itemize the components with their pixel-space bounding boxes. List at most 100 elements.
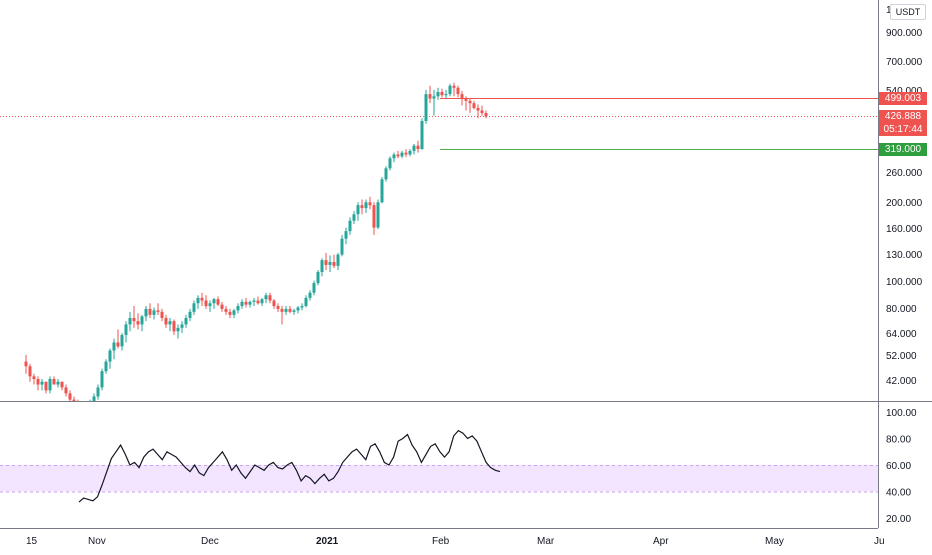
- candle-body: [196, 297, 200, 304]
- price-tick-label: 130.000: [886, 250, 923, 261]
- candle-body: [92, 396, 96, 401]
- time-tick-label: Feb: [432, 536, 450, 547]
- candle-body: [44, 381, 48, 391]
- candle-body: [236, 306, 240, 311]
- price-tick-label: 260.000: [886, 168, 923, 179]
- price-tick-label: 700.000: [886, 57, 923, 68]
- candle-body: [260, 299, 264, 304]
- candle-body: [208, 303, 212, 307]
- candle-body: [276, 306, 280, 309]
- candle-body: [432, 96, 436, 99]
- rsi-tick-label: 100.00: [886, 408, 917, 419]
- candle-body: [212, 299, 216, 304]
- candle-body: [40, 381, 44, 385]
- candle-body: [448, 85, 452, 95]
- candle-body: [268, 295, 272, 301]
- time-ticks: 15 Nov Dec 2021 Feb Mar Apr May Ju: [26, 536, 885, 547]
- candle-body: [172, 321, 176, 332]
- price-tick-label: 160.000: [886, 224, 923, 235]
- candle-body: [292, 310, 296, 312]
- candle-body: [200, 297, 204, 301]
- candle-body: [312, 283, 316, 293]
- candle-body: [288, 308, 292, 312]
- time-tick-label: May: [765, 536, 784, 547]
- candle-body: [456, 87, 460, 95]
- candle-body: [248, 301, 252, 305]
- candle-body: [336, 254, 340, 266]
- price-pane[interactable]: [0, 82, 878, 414]
- resistance-price-label[interactable]: 499.003: [879, 92, 927, 105]
- candle-body: [468, 100, 472, 104]
- price-tick-label: 80.000: [886, 304, 917, 315]
- candle-body: [332, 262, 336, 266]
- candle-body: [368, 202, 372, 206]
- time-axis[interactable]: 15 Nov Dec 2021 Feb Mar Apr May Ju: [0, 528, 885, 548]
- candle-body: [232, 310, 236, 315]
- candle-body: [436, 91, 440, 97]
- candle-body: [424, 94, 428, 122]
- candle-body: [408, 150, 412, 155]
- time-tick-label: Dec: [201, 536, 219, 547]
- candle-body: [252, 300, 256, 302]
- candle-body: [108, 350, 112, 362]
- candle-body: [384, 168, 388, 180]
- candle-body: [264, 295, 268, 300]
- currency-badge[interactable]: USDT: [890, 4, 926, 20]
- candle-body: [440, 91, 444, 96]
- time-tick-label: Mar: [537, 536, 555, 547]
- rsi-pane[interactable]: [0, 429, 878, 503]
- price-tick-label: 52.000: [886, 351, 917, 362]
- candle-body: [452, 85, 456, 88]
- candle-body: [128, 317, 132, 325]
- candle-body: [328, 262, 332, 265]
- candle-body: [52, 379, 56, 385]
- price-tick-label: 1: [886, 5, 892, 16]
- candle-body: [100, 371, 104, 388]
- candle-body: [136, 321, 140, 325]
- candle-body: [224, 308, 228, 312]
- support-price-label[interactable]: 319.000: [879, 143, 927, 156]
- candle-body: [376, 202, 380, 228]
- candle-body: [300, 306, 304, 308]
- price-axis[interactable]: 1900.000700.000540.000360.000260.000200.…: [878, 0, 923, 528]
- candle-body: [400, 152, 404, 157]
- candle-body: [348, 220, 352, 232]
- candle-body: [484, 113, 488, 117]
- candle-body: [360, 205, 364, 209]
- candle-body: [476, 107, 480, 111]
- candle-body: [48, 379, 52, 391]
- candle-body: [304, 297, 308, 307]
- candle-body: [364, 202, 368, 209]
- candle-body: [220, 304, 224, 309]
- candle-body: [324, 260, 328, 265]
- candle-body: [416, 145, 420, 150]
- candle-body: [412, 145, 416, 151]
- candle-body: [184, 317, 188, 325]
- candle-body: [132, 317, 136, 322]
- candle-body: [340, 238, 344, 255]
- candle-body: [228, 311, 232, 315]
- candle-body: [204, 300, 208, 307]
- candle-body: [256, 300, 260, 304]
- rsi-tick-label: 20.00: [886, 514, 911, 525]
- candle-body: [296, 307, 300, 311]
- candle-body: [77, 403, 80, 406]
- rsi-tick-label: 60.00: [886, 461, 911, 472]
- rsi-tick-label: 80.00: [886, 435, 911, 446]
- candle-body: [396, 154, 400, 157]
- candle-body: [480, 110, 484, 114]
- rsi-ticks: 100.00 80.00 60.00 40.00 20.00: [886, 408, 917, 525]
- candle-body: [180, 324, 184, 328]
- candle-body: [124, 324, 128, 335]
- candle-body: [144, 308, 148, 317]
- candle-body: [380, 179, 384, 203]
- candle-body: [320, 260, 324, 273]
- candle-body: [96, 387, 100, 397]
- rsi-band: [0, 465, 878, 492]
- candle-body: [89, 403, 92, 406]
- candle-body: [148, 308, 152, 315]
- price-tick-label: 100.000: [886, 277, 923, 288]
- candle-body: [32, 376, 36, 379]
